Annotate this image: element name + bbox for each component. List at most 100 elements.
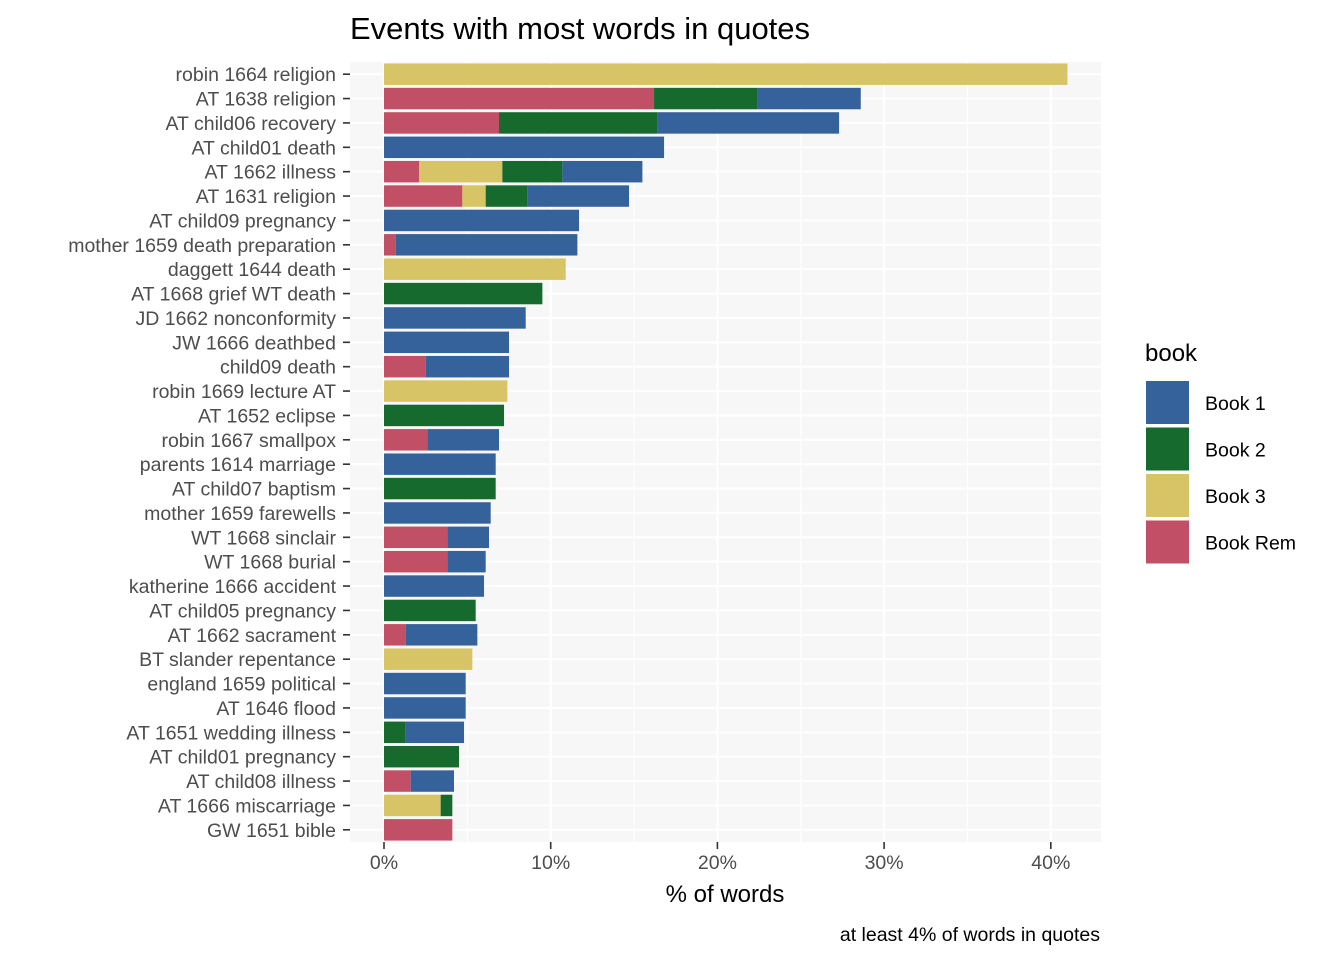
y-tick-label: JW 1666 deathbed xyxy=(172,332,336,354)
y-tick-label: AT child09 pregnancy xyxy=(149,210,336,232)
y-tick-label: WT 1668 burial xyxy=(204,552,336,574)
bar-book-1 xyxy=(562,160,643,183)
bar-book-1 xyxy=(384,672,466,695)
y-tick-label: mother 1659 farewells xyxy=(144,503,336,525)
bar-book-1 xyxy=(384,331,510,354)
y-tick-label: mother 1659 death preparation xyxy=(68,235,336,257)
bar-book-rem xyxy=(384,819,453,841)
y-tick-label: AT child01 death xyxy=(191,137,336,159)
bars xyxy=(384,63,1068,841)
bar-book-3 xyxy=(384,63,1068,85)
bar-book-1 xyxy=(384,697,466,719)
x-tick-label: 30% xyxy=(865,852,904,874)
y-tick-label: AT child05 pregnancy xyxy=(149,600,336,622)
y-tick-label: GW 1651 bible xyxy=(207,820,336,842)
x-tick-label: 10% xyxy=(531,852,570,874)
bar-book-3 xyxy=(419,160,503,183)
bar-book-1 xyxy=(384,502,491,524)
y-tick-label: AT 1666 miscarriage xyxy=(158,795,336,817)
y-tick-label: JD 1662 nonconformity xyxy=(135,308,336,330)
bar-book-2 xyxy=(384,745,460,768)
y-tick-label: AT 1652 eclipse xyxy=(198,405,336,427)
y-tick-label: BT slander repentance xyxy=(139,649,336,671)
bar-book-3 xyxy=(384,648,473,670)
bar-book-1 xyxy=(395,234,578,256)
legend-key-book-3 xyxy=(1146,474,1189,517)
x-axis-title: % of words xyxy=(666,881,785,908)
bar-book-2 xyxy=(485,185,528,207)
bar-book-2 xyxy=(440,794,453,817)
bar-book-3 xyxy=(384,380,508,402)
y-tick-label: robin 1667 smallpox xyxy=(161,430,336,452)
legend: book Book 1 Book 2 Book 3 Book Rem xyxy=(1145,340,1296,564)
bar-book-2 xyxy=(384,477,496,500)
bar-book-1 xyxy=(384,136,665,159)
bar-book-1 xyxy=(447,526,490,549)
bar-book-1 xyxy=(384,307,526,329)
bar-book-1 xyxy=(757,87,861,110)
bar-book-3 xyxy=(462,185,486,207)
bar-book-3 xyxy=(384,794,441,817)
bar-book-1 xyxy=(384,209,580,232)
bar-book-rem xyxy=(384,770,411,792)
bar-book-1 xyxy=(384,575,485,597)
bar-book-rem xyxy=(384,87,655,110)
x-tick-label: 20% xyxy=(698,852,737,874)
bar-book-1 xyxy=(410,770,455,792)
bar-book-rem xyxy=(384,550,448,573)
y-tick-label: AT 1646 flood xyxy=(216,698,336,720)
chart-title: Events with most words in quotes xyxy=(350,11,810,46)
y-tick-label: AT 1651 wedding illness xyxy=(126,722,336,744)
bar-book-2 xyxy=(384,721,406,744)
y-tick-label: england 1659 political xyxy=(147,674,336,696)
x-tick-label: 40% xyxy=(1031,852,1070,874)
bar-book-2 xyxy=(499,112,658,134)
bar-book-1 xyxy=(405,624,478,646)
legend-key-book-rem xyxy=(1146,520,1189,564)
y-tick-label: AT child01 pregnancy xyxy=(149,747,336,769)
caption: at least 4% of words in quotes xyxy=(840,924,1100,946)
y-tick-label: AT child06 recovery xyxy=(165,113,336,135)
y-tick-label: AT child08 illness xyxy=(186,771,336,793)
bar-book-1 xyxy=(427,429,500,451)
bar-book-2 xyxy=(384,282,543,305)
y-tick-label: robin 1669 lecture AT xyxy=(152,381,336,403)
x-axis: 0% 10% 20% 30% 40% xyxy=(370,842,1070,874)
y-tick-label: parents 1614 marriage xyxy=(140,454,336,476)
bar-book-1 xyxy=(447,550,486,573)
y-tick-label: AT 1638 religion xyxy=(196,89,336,111)
y-tick-label: robin 1664 religion xyxy=(176,64,336,86)
bar-book-rem xyxy=(384,429,428,451)
legend-label: Book 3 xyxy=(1205,486,1266,508)
bar-book-rem xyxy=(384,355,426,378)
legend-label: Book 2 xyxy=(1205,440,1266,462)
y-tick-label: AT 1668 grief WT death xyxy=(131,284,336,306)
bar-book-2 xyxy=(384,404,505,427)
legend-title: book xyxy=(1145,340,1198,367)
bar-book-1 xyxy=(425,355,510,378)
legend-key-book-1 xyxy=(1146,381,1189,424)
bar-book-1 xyxy=(405,721,465,744)
y-tick-label: child09 death xyxy=(220,357,336,379)
bar-book-1 xyxy=(657,112,840,134)
bar-book-rem xyxy=(384,234,396,256)
bar-book-rem xyxy=(384,526,448,549)
bar-book-rem xyxy=(384,160,420,183)
bar-book-rem xyxy=(384,112,500,134)
bar-book-2 xyxy=(654,87,758,110)
bar-book-1 xyxy=(384,453,496,475)
y-tick-label: AT child07 baptism xyxy=(172,479,336,501)
x-tick-label: 0% xyxy=(370,852,398,874)
y-tick-label: AT 1662 sacrament xyxy=(168,625,337,647)
bar-book-1 xyxy=(527,185,630,207)
y-tick-label: daggett 1644 death xyxy=(168,259,336,281)
bar-book-3 xyxy=(384,258,566,280)
bar-book-2 xyxy=(384,599,476,622)
y-tick-label: katherine 1666 accident xyxy=(129,576,337,598)
legend-label: Book Rem xyxy=(1205,533,1296,555)
bar-book-rem xyxy=(384,185,463,207)
y-tick-label: AT 1631 religion xyxy=(196,186,336,208)
legend-key-book-2 xyxy=(1146,427,1189,471)
bar-book-rem xyxy=(384,624,406,646)
